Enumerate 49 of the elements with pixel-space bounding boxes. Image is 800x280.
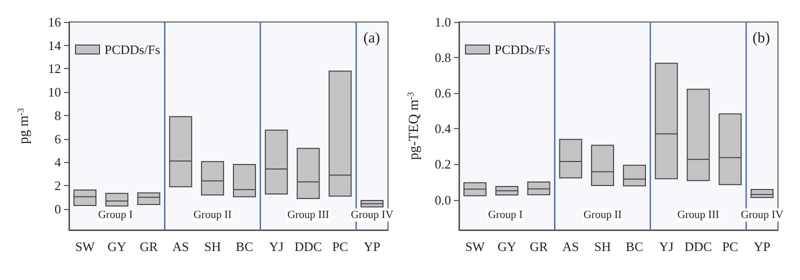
x-tick-label: GY — [497, 239, 517, 254]
x-tick-label: YJ — [269, 239, 284, 254]
y-tick-label: 4 — [54, 154, 62, 170]
y-tick-label: 8 — [54, 108, 61, 123]
x-tick-label: PC — [332, 239, 348, 254]
y-tick-label: 0 — [54, 201, 61, 216]
x-tick-label: DDC — [294, 239, 322, 254]
y-tick-label: 14 — [48, 38, 62, 53]
x-tick-label: YP — [754, 239, 770, 254]
y-tick-label: 0.0 — [434, 192, 451, 208]
y-axis-title: pg-TEQ m-3 — [406, 92, 422, 160]
y-tick-label: 10 — [48, 84, 61, 100]
band-label: Group I — [98, 209, 133, 221]
x-tick-label: BC — [626, 239, 644, 254]
x-tick-label: YP — [364, 239, 380, 254]
y-tick-label: 16 — [48, 14, 62, 30]
x-tick-label: BC — [236, 239, 254, 254]
band-label: Group IV — [740, 209, 784, 221]
x-tick-label: SH — [594, 239, 611, 254]
x-tick-label: GR — [140, 239, 158, 254]
text: (b) — [752, 30, 770, 46]
legend-label: PCDDs/Fs — [104, 42, 160, 57]
y-tick-label: 0.6 — [434, 86, 452, 101]
band-label: Group II — [583, 209, 622, 221]
band-label: Group I — [488, 209, 523, 221]
x-tick-label: YJ — [659, 239, 674, 254]
x-tick-label: SW — [75, 239, 96, 254]
band-label: Group III — [677, 209, 720, 221]
legend-label: PCDDs/Fs — [494, 42, 550, 57]
x-tick-label: PC — [722, 239, 738, 254]
y-axis-title: pg m-3 — [16, 108, 32, 144]
x-tick-label: SH — [204, 239, 221, 254]
x-tick-label: GY — [107, 239, 127, 254]
band-label: Group II — [193, 209, 232, 221]
x-tick-label: AS — [172, 239, 189, 254]
band-label: Group IV — [350, 209, 394, 221]
x-tick-label: GR — [530, 239, 548, 254]
y-tick-label: 0.4 — [434, 121, 452, 136]
y-tick-label: 0.2 — [434, 156, 451, 172]
band-label: Group III — [287, 209, 330, 221]
y-tick-label: 6 — [54, 131, 62, 146]
text: (a) — [363, 30, 380, 46]
y-tick-label: 12 — [48, 61, 61, 76]
y-tick-label: 1.0 — [434, 14, 451, 30]
y-tick-label: 0.8 — [434, 50, 451, 66]
x-tick-label: DDC — [684, 239, 712, 254]
x-tick-label: SW — [465, 239, 486, 254]
x-tick-label: AS — [562, 239, 579, 254]
y-tick-label: 2 — [54, 178, 61, 194]
